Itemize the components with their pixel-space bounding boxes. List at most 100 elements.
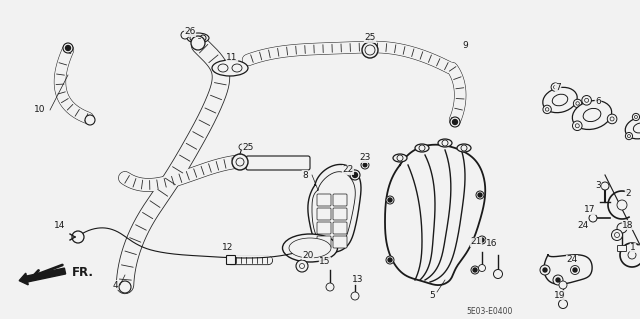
Text: 6: 6: [595, 98, 601, 107]
Text: 8: 8: [302, 170, 308, 180]
Circle shape: [611, 229, 623, 241]
Circle shape: [576, 102, 579, 105]
FancyBboxPatch shape: [317, 194, 331, 206]
Circle shape: [190, 35, 196, 41]
Ellipse shape: [282, 234, 337, 262]
Circle shape: [191, 36, 205, 50]
Text: 25: 25: [364, 33, 376, 42]
Circle shape: [559, 281, 567, 289]
FancyBboxPatch shape: [246, 156, 310, 170]
Circle shape: [351, 292, 359, 300]
Text: 5: 5: [429, 291, 435, 300]
Circle shape: [617, 223, 627, 233]
Circle shape: [236, 158, 244, 166]
Text: 24: 24: [566, 256, 578, 264]
Circle shape: [85, 115, 95, 125]
Circle shape: [478, 236, 486, 244]
Ellipse shape: [232, 64, 242, 72]
Text: 14: 14: [54, 220, 66, 229]
FancyBboxPatch shape: [333, 222, 347, 234]
Circle shape: [617, 200, 627, 210]
Circle shape: [478, 193, 482, 197]
Circle shape: [461, 145, 467, 151]
Circle shape: [365, 45, 375, 55]
Circle shape: [589, 214, 597, 222]
Text: 24: 24: [577, 220, 589, 229]
Text: 22: 22: [342, 166, 354, 174]
FancyBboxPatch shape: [317, 208, 331, 220]
Circle shape: [473, 268, 477, 272]
Ellipse shape: [218, 64, 228, 72]
Ellipse shape: [289, 238, 331, 258]
Ellipse shape: [583, 108, 601, 122]
Circle shape: [607, 114, 617, 124]
Circle shape: [388, 258, 392, 262]
Circle shape: [362, 42, 378, 58]
Circle shape: [296, 260, 308, 272]
FancyBboxPatch shape: [317, 222, 331, 234]
Circle shape: [353, 173, 358, 177]
Circle shape: [200, 35, 206, 41]
Circle shape: [540, 265, 550, 275]
Circle shape: [632, 113, 639, 121]
Ellipse shape: [625, 117, 640, 139]
Ellipse shape: [415, 144, 429, 152]
Circle shape: [601, 182, 609, 190]
Text: FR.: FR.: [72, 265, 94, 278]
FancyBboxPatch shape: [317, 236, 331, 248]
Circle shape: [610, 117, 614, 121]
Circle shape: [326, 283, 334, 291]
Text: 9: 9: [462, 41, 468, 49]
Circle shape: [442, 140, 448, 146]
Circle shape: [493, 270, 502, 278]
Text: 25: 25: [243, 144, 253, 152]
FancyBboxPatch shape: [227, 256, 236, 264]
Circle shape: [559, 300, 568, 308]
Circle shape: [72, 231, 84, 243]
Text: 15: 15: [319, 257, 331, 266]
Circle shape: [350, 170, 360, 180]
FancyArrow shape: [19, 268, 66, 285]
Circle shape: [364, 163, 367, 167]
Ellipse shape: [543, 87, 577, 113]
Ellipse shape: [393, 154, 407, 162]
Circle shape: [397, 155, 403, 161]
Ellipse shape: [552, 94, 568, 106]
Circle shape: [419, 145, 425, 151]
Circle shape: [450, 117, 460, 127]
Circle shape: [119, 281, 131, 293]
Text: 26: 26: [184, 27, 196, 36]
Circle shape: [545, 108, 549, 111]
Text: 18: 18: [622, 220, 634, 229]
Text: 2: 2: [625, 189, 631, 197]
Text: 7: 7: [555, 84, 561, 93]
Text: 21: 21: [470, 238, 482, 247]
Circle shape: [181, 31, 189, 39]
Ellipse shape: [187, 33, 209, 43]
Circle shape: [543, 105, 551, 114]
Text: 10: 10: [35, 106, 45, 115]
Text: 4: 4: [112, 280, 118, 290]
FancyBboxPatch shape: [618, 246, 627, 251]
Text: 3: 3: [595, 181, 601, 189]
Circle shape: [614, 233, 620, 238]
FancyBboxPatch shape: [333, 194, 347, 206]
Circle shape: [479, 264, 486, 271]
Circle shape: [570, 265, 579, 275]
Circle shape: [471, 266, 479, 274]
Circle shape: [575, 124, 579, 128]
Circle shape: [634, 115, 637, 118]
Ellipse shape: [212, 60, 248, 76]
Text: 11: 11: [227, 53, 237, 62]
Circle shape: [556, 278, 560, 282]
Circle shape: [232, 154, 248, 170]
Circle shape: [628, 251, 636, 259]
Circle shape: [239, 144, 245, 150]
Circle shape: [300, 263, 305, 269]
Circle shape: [554, 85, 557, 89]
Circle shape: [63, 43, 73, 53]
FancyBboxPatch shape: [333, 208, 347, 220]
Circle shape: [625, 132, 632, 140]
Circle shape: [388, 198, 392, 202]
Circle shape: [627, 135, 630, 137]
